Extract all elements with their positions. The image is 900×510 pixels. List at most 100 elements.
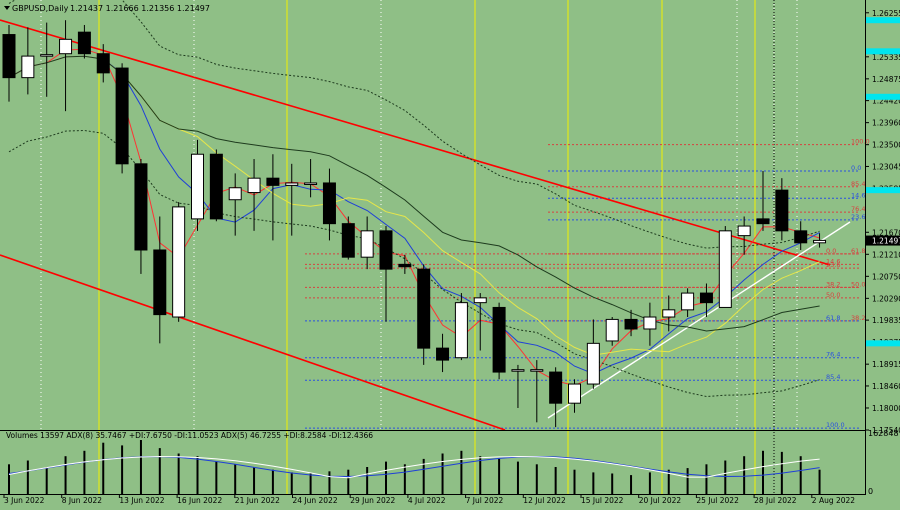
candle-body (285, 182, 299, 186)
candle-body (247, 177, 261, 194)
candle-body (775, 189, 789, 232)
candle-body (718, 230, 732, 308)
candle-body (756, 218, 770, 225)
price-tick-label: 1.21210 (872, 250, 900, 259)
date-tick-label: 16 Jun 2022 (177, 496, 222, 505)
mid-moving-average-line (8, 55, 820, 375)
price-tick-label: 1.25335 (872, 53, 900, 62)
candle-body (341, 223, 355, 258)
fibo-level-label: 38.2 (851, 314, 865, 322)
fibo-lower-label: 38.2 (826, 280, 840, 288)
long-moving-average-line (8, 55, 820, 332)
fibo-lower-label: 14.6 (826, 257, 840, 265)
date-tick-label: 29 Jun 2022 (350, 496, 395, 505)
price-tick-label: 1.23500 (872, 141, 900, 150)
candle-body (304, 182, 318, 185)
volume-zero-label: 0 (868, 487, 873, 496)
candle-body (2, 34, 16, 79)
candle-body (530, 369, 544, 372)
candle-body (322, 182, 336, 225)
level-highlight (866, 340, 900, 347)
candle-body (266, 177, 280, 186)
price-tick-label: 1.17540 (872, 426, 900, 435)
candle-body (681, 292, 695, 311)
price-tick-label: 1.23960 (872, 119, 900, 128)
candle-body (737, 225, 751, 237)
candle-body (586, 342, 600, 385)
lower-channel-line (0, 254, 506, 431)
candle-body (153, 249, 167, 316)
price-tick-label: 1.19835 (872, 316, 900, 325)
candle-body (492, 306, 506, 373)
candle-body (436, 347, 450, 361)
level-highlight (866, 187, 900, 194)
candle-body (643, 316, 657, 330)
fibo-level-label: 76.4 (851, 205, 865, 213)
candle-body (172, 206, 186, 318)
candle-body (454, 302, 468, 359)
candle-body (624, 318, 638, 330)
adx-secondary-line (8, 455, 820, 479)
date-tick-label: 21 Jun 2022 (235, 496, 280, 505)
candle-body (699, 292, 713, 304)
candles (2, 20, 827, 428)
date-tick-label: 12 Jul 2022 (523, 496, 566, 505)
price-axis: 1.26255 1.25335 1.24875 1.24420 1.23960 1.235… (865, 9, 900, 435)
date-tick-label: 28 Jul 2022 (754, 496, 797, 505)
upper-envelope-line (8, 0, 820, 249)
price-tick-label: 1.23045 (872, 162, 900, 171)
candle-body (228, 187, 242, 201)
candle-body (417, 268, 431, 349)
candle-body (794, 230, 808, 244)
symbol-label: GBPUSD,Daily (12, 4, 69, 13)
price-tick-label: 1.21670 (872, 228, 900, 237)
fibo-levels (305, 144, 860, 429)
current-price-box (866, 235, 900, 246)
fibo-level-label: 50.0 (851, 280, 865, 288)
fibo-level-label: 0.0 (851, 164, 861, 172)
current-price-label: 1.21497 (872, 237, 900, 246)
date-tick-label: 13 Jun 2022 (119, 496, 164, 505)
candle-body (379, 230, 393, 270)
support-trendline (547, 221, 851, 419)
level-highlight (866, 93, 900, 100)
date-tick-label: 7 Jul 2022 (466, 496, 504, 505)
fibo-lower-label: 0.0 (826, 247, 836, 255)
price-tick-label: 1.24875 (872, 75, 900, 84)
collapse-triangle-icon[interactable] (4, 6, 10, 10)
candle-body (662, 309, 676, 318)
candle-body (568, 383, 581, 404)
candle-body (134, 163, 148, 251)
candle-body (191, 153, 204, 220)
price-tick-label: 1.24420 (872, 97, 900, 106)
day-separators (40, 0, 798, 494)
candle-body (511, 369, 525, 372)
date-tick-label: 24 Jun 2022 (293, 496, 338, 505)
fibo-lower-label: 100.0 (826, 421, 845, 429)
date-tick-label: 20 Jul 2022 (639, 496, 682, 505)
upper-channel-line (0, 19, 831, 266)
level-highlight (866, 48, 900, 55)
fibo-lower-label: 76.4 (826, 351, 840, 359)
candle-body (813, 239, 827, 244)
price-tick-label: 1.18000 (872, 404, 900, 413)
candle-body (473, 297, 487, 304)
date-tick-label: 2 Aug 2022 (812, 496, 855, 505)
candle-body (40, 54, 54, 57)
date-tick-label: 8 Jun 2022 (62, 496, 103, 505)
volume-max-label: 162848 (868, 429, 899, 438)
volume-panel (8, 440, 821, 494)
price-tick-label: 1.26255 (872, 9, 900, 18)
date-tick-label: 15 Jul 2022 (581, 496, 624, 505)
candle-body (21, 55, 35, 79)
candle-body (605, 318, 619, 342)
candle-body (209, 153, 223, 220)
fibo-labels: 100.085.476.461.850.038.223.614.60.00.01… (826, 138, 870, 429)
fibo-lower-label: 50.0 (826, 291, 840, 299)
fibo-level-label: 14.6 (851, 191, 865, 199)
price-tick-label: 1.18915 (872, 360, 900, 369)
candle-body (360, 230, 374, 258)
